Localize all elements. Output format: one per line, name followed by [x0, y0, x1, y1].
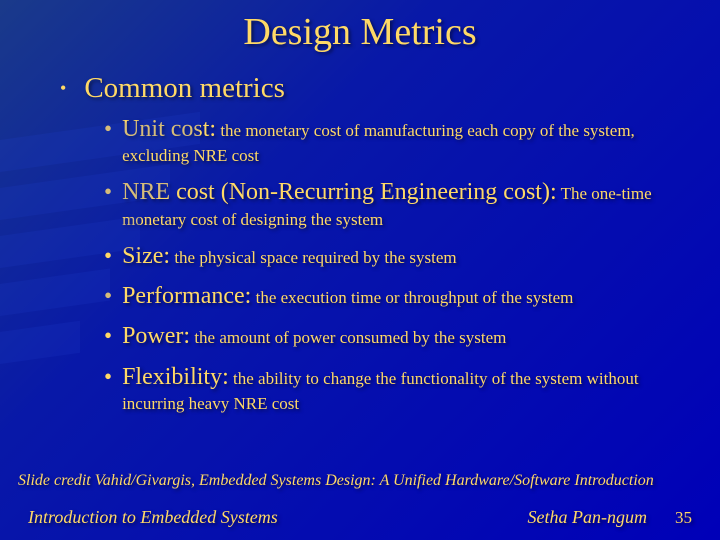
bullet-icon: •: [104, 113, 112, 144]
heading-text: Common metrics: [84, 72, 285, 105]
bullet-icon: •: [104, 280, 112, 311]
metric-term: Performance:: [122, 283, 251, 309]
bullet-icon: •: [104, 361, 112, 392]
metric-term: Size:: [122, 243, 170, 269]
bullet-icon: •: [104, 240, 112, 271]
list-item: • NRE cost (Non-Recurring Engineering co…: [104, 176, 680, 231]
list-item: • Power: the amount of power consumed by…: [104, 320, 680, 352]
list-item: • Size: the physical space required by t…: [104, 240, 680, 272]
metrics-list: • Unit cost: the monetary cost of manufa…: [104, 113, 680, 416]
list-item: • Flexibility: the ability to change the…: [104, 361, 680, 416]
list-item: • Unit cost: the monetary cost of manufa…: [104, 113, 680, 168]
metric-term: Unit cost:: [122, 116, 216, 142]
footer-course: Introduction to Embedded Systems: [28, 507, 278, 528]
list-item: • Performance: the execution time or thr…: [104, 280, 680, 312]
footer-author: Setha Pan-ngum: [528, 507, 647, 528]
slide-title: Design Metrics: [0, 0, 720, 54]
bullet-icon: •: [60, 79, 66, 97]
bullet-icon: •: [104, 176, 112, 207]
slide-body: • Common metrics • Unit cost: the moneta…: [0, 54, 720, 416]
metric-term: NRE cost (Non-Recurring Engineering cost…: [122, 179, 557, 205]
slide-footer: Introduction to Embedded Systems Setha P…: [0, 507, 720, 528]
metric-desc: the physical space required by the syste…: [170, 248, 457, 267]
metric-desc: the amount of power consumed by the syst…: [190, 328, 506, 347]
metric-desc: the execution time or throughput of the …: [251, 288, 573, 307]
page-number: 35: [675, 508, 692, 528]
slide-credit: Slide credit Vahid/Givargis, Embedded Sy…: [18, 472, 702, 490]
metric-term: Flexibility:: [122, 364, 229, 390]
bullet-icon: •: [104, 320, 112, 351]
metric-term: Power:: [122, 323, 190, 349]
heading-row: • Common metrics: [60, 72, 680, 105]
